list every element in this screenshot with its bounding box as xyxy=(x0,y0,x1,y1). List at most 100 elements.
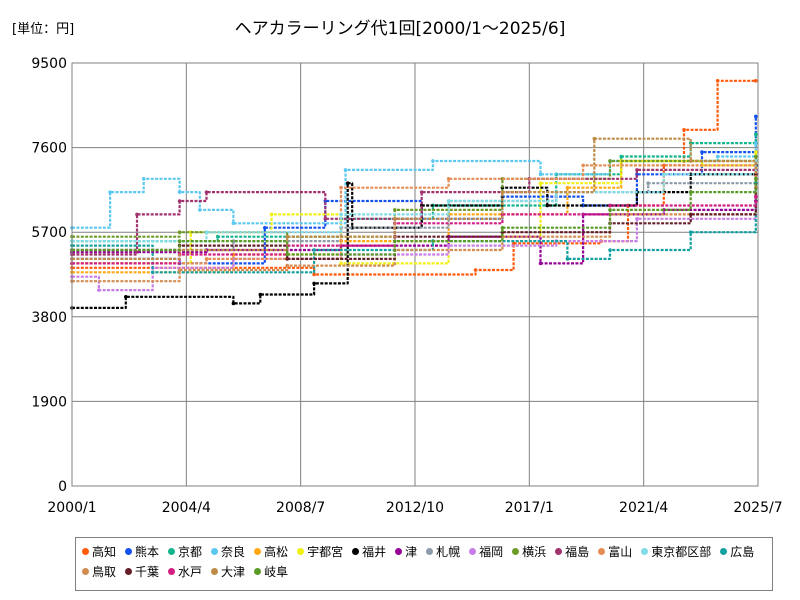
data-point xyxy=(608,208,612,212)
legend-marker-icon xyxy=(211,567,219,575)
legend-label: 横浜 xyxy=(522,544,547,559)
data-point xyxy=(431,159,435,163)
data-point xyxy=(339,212,343,217)
legend-marker-icon xyxy=(125,547,133,555)
series-line xyxy=(72,152,757,265)
legend-marker-icon xyxy=(125,567,133,575)
data-point xyxy=(339,185,343,190)
legend-label: 福島 xyxy=(565,544,590,559)
data-point xyxy=(177,239,182,243)
legend-label: 高松 xyxy=(264,544,289,559)
data-point xyxy=(285,252,290,257)
legend-marker-icon xyxy=(168,567,176,575)
data-point xyxy=(511,241,516,246)
data-point xyxy=(197,208,202,212)
legend-marker-icon xyxy=(598,547,606,555)
data-point xyxy=(646,181,650,186)
legend-item: 大津 xyxy=(211,561,245,581)
legend-item: 奈良 xyxy=(211,541,245,561)
data-point xyxy=(753,194,758,199)
data-point xyxy=(285,234,290,239)
legend-marker-icon xyxy=(254,547,262,555)
data-point xyxy=(619,154,624,159)
legend-label: 熊本 xyxy=(135,544,160,559)
legend-item: 福島 xyxy=(555,541,589,561)
data-point xyxy=(753,132,758,137)
legend-marker-icon xyxy=(641,547,649,555)
legend-marker-icon xyxy=(254,567,262,575)
series-line xyxy=(72,174,757,260)
data-point xyxy=(635,217,639,221)
legend-item: 鳥取 xyxy=(82,561,116,581)
legend-marker-icon xyxy=(82,547,89,555)
x-tick-label: 2000/1 xyxy=(47,500,96,516)
legend-label: 東京都区部 xyxy=(651,544,712,559)
legend-marker-icon xyxy=(720,547,728,555)
legend-label: 広島 xyxy=(730,544,755,559)
data-point xyxy=(635,168,639,172)
y-tick-label: 9500 xyxy=(31,56,67,72)
unit-label: [単位：円] xyxy=(12,22,75,37)
x-tick-label: 2025/7 xyxy=(733,500,782,516)
data-point xyxy=(345,181,350,186)
data-point xyxy=(608,203,612,208)
legend-item: 福岡 xyxy=(469,541,503,561)
data-point xyxy=(682,127,686,132)
legend-label: 札幌 xyxy=(436,544,461,559)
legend-label: 富山 xyxy=(608,544,633,559)
series-line xyxy=(72,178,757,256)
data-point xyxy=(715,79,720,83)
data-point xyxy=(141,176,146,181)
y-tick-label: 0 xyxy=(58,479,67,495)
data-point xyxy=(285,263,290,268)
data-point xyxy=(231,221,236,226)
legend-item: 福井 xyxy=(352,541,386,561)
data-point xyxy=(262,225,267,230)
data-point xyxy=(177,199,182,203)
data-point xyxy=(592,136,597,141)
data-point xyxy=(204,230,209,234)
data-point xyxy=(393,217,397,221)
legend-item: 水戸 xyxy=(168,561,202,581)
data-point xyxy=(312,272,316,277)
data-point xyxy=(312,248,316,252)
legend-label: 奈良 xyxy=(221,544,246,559)
data-point xyxy=(312,281,316,286)
legend-marker-icon xyxy=(512,547,520,555)
data-point xyxy=(393,208,397,212)
legend-marker-icon xyxy=(555,547,563,555)
data-point xyxy=(753,150,758,154)
plot-frame xyxy=(71,62,759,487)
legend-item: 京都 xyxy=(168,541,202,561)
data-point xyxy=(753,114,758,119)
data-point xyxy=(753,79,758,83)
legend-item: 熊本 xyxy=(125,541,159,561)
x-tick-label: 2004/4 xyxy=(162,500,211,516)
data-point xyxy=(608,159,612,163)
legend-label: 高知 xyxy=(92,544,117,559)
legend-item: 津 xyxy=(395,541,417,561)
y-tick-label: 7600 xyxy=(31,141,67,157)
legend-marker-icon xyxy=(82,567,89,575)
x-tick-label: 2021/4 xyxy=(619,500,668,516)
data-point xyxy=(339,261,343,266)
data-point xyxy=(150,270,155,275)
legend-marker-icon xyxy=(395,547,403,555)
legend-item: 宇都宮 xyxy=(297,541,343,561)
data-point xyxy=(565,257,570,261)
x-tick-label: 2012/10 xyxy=(386,500,444,516)
data-point xyxy=(258,292,263,297)
series-line xyxy=(72,156,757,238)
data-point xyxy=(662,172,666,177)
data-point xyxy=(545,203,550,208)
legend-label: 大津 xyxy=(221,564,246,579)
data-point xyxy=(446,243,451,248)
legend-item: 横浜 xyxy=(512,541,546,561)
series-line xyxy=(72,159,756,274)
legend-label: 津 xyxy=(405,544,418,559)
data-point xyxy=(177,190,182,194)
legend-label: 京都 xyxy=(178,544,203,559)
data-point xyxy=(688,230,693,234)
series-line xyxy=(72,183,757,274)
legend-item: 高知 xyxy=(82,541,116,561)
